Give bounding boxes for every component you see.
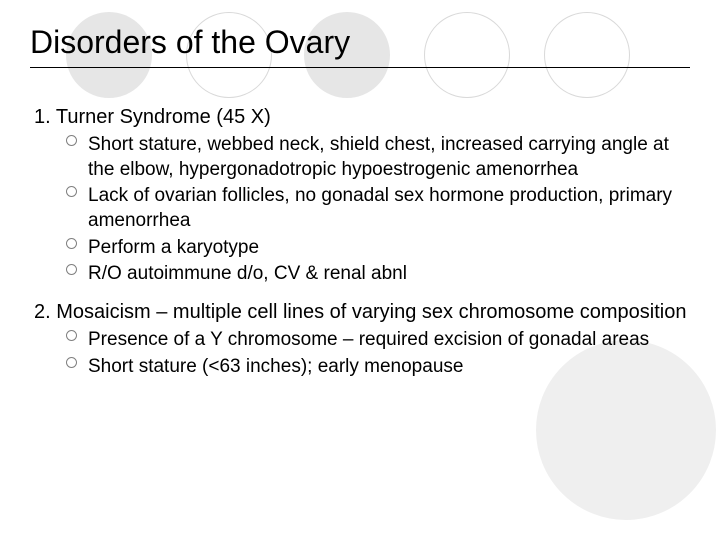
sub-item-text: Short stature, webbed neck, shield chest…: [88, 134, 669, 180]
bullet-icon: [66, 135, 77, 146]
sublist-0: Short stature, webbed neck, shield chest…: [30, 133, 690, 287]
page-title: Disorders of the Ovary: [30, 24, 690, 68]
sub-item-text: R/O autoimmune d/o, CV & renal abnl: [88, 263, 407, 284]
bullet-icon: [66, 264, 77, 275]
bullet-icon: [66, 238, 77, 249]
bullet-icon: [66, 186, 77, 197]
numbered-item-0: 1. Turner Syndrome (45 X): [30, 106, 690, 129]
sub-item-1-1: Short stature (<63 inches); early menopa…: [88, 355, 690, 380]
sub-item-text: Short stature (<63 inches); early menopa…: [88, 356, 463, 377]
sub-item-1-0: Presence of a Y chromosome – required ex…: [88, 328, 690, 353]
sub-item-text: Lack of ovarian follicles, no gonadal se…: [88, 185, 672, 231]
bullet-icon: [66, 330, 77, 341]
slide-body: 1. Turner Syndrome (45 X) Short stature, …: [30, 106, 690, 380]
sub-item-0-2: Perform a karyotype: [88, 236, 690, 261]
sub-item-0-0: Short stature, webbed neck, shield chest…: [88, 133, 690, 182]
bullet-icon: [66, 357, 77, 368]
sub-item-0-1: Lack of ovarian follicles, no gonadal se…: [88, 184, 690, 233]
sub-item-text: Presence of a Y chromosome – required ex…: [88, 329, 649, 350]
slide-content: Disorders of the Ovary 1. Turner Syndrom…: [0, 0, 720, 380]
numbered-item-1: 2. Mosaicism – multiple cell lines of va…: [30, 301, 690, 324]
sub-item-0-3: R/O autoimmune d/o, CV & renal abnl: [88, 262, 690, 287]
sublist-1: Presence of a Y chromosome – required ex…: [30, 328, 690, 379]
sub-item-text: Perform a karyotype: [88, 237, 259, 258]
